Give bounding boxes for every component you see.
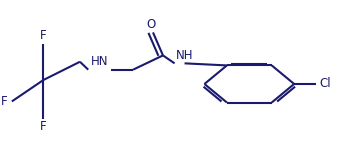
Text: HN: HN [91, 55, 108, 68]
Text: NH: NH [176, 49, 193, 62]
Text: F: F [40, 29, 47, 42]
Text: F: F [40, 120, 47, 133]
Text: F: F [1, 95, 8, 108]
Text: O: O [147, 18, 156, 31]
Text: Cl: Cl [319, 77, 331, 90]
